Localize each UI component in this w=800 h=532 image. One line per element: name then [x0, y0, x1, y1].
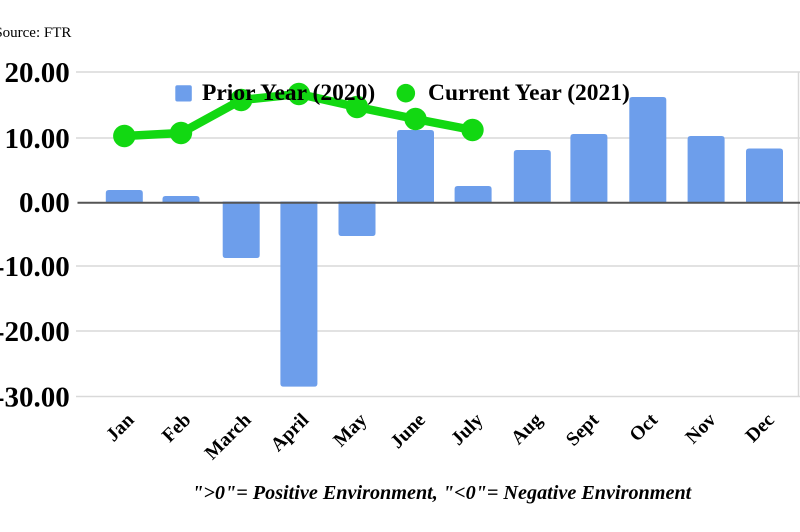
svg-text:20.00: 20.00: [5, 57, 70, 89]
svg-text:Source: FTR: Source: FTR: [0, 25, 71, 41]
svg-text:Current Year (2021): Current Year (2021): [428, 80, 630, 106]
svg-text:10.00: 10.00: [5, 123, 70, 155]
svg-text:">0"= Positive Environment, "<: ">0"= Positive Environment, "<0"= Negati…: [192, 482, 692, 504]
svg-text:-20.00: -20.00: [0, 316, 70, 348]
svg-text:-10.00: -10.00: [0, 251, 70, 283]
svg-text:0.00: 0.00: [19, 187, 70, 219]
svg-text:-30.00: -30.00: [0, 382, 70, 414]
svg-text:Prior Year (2020): Prior Year (2020): [202, 80, 375, 106]
